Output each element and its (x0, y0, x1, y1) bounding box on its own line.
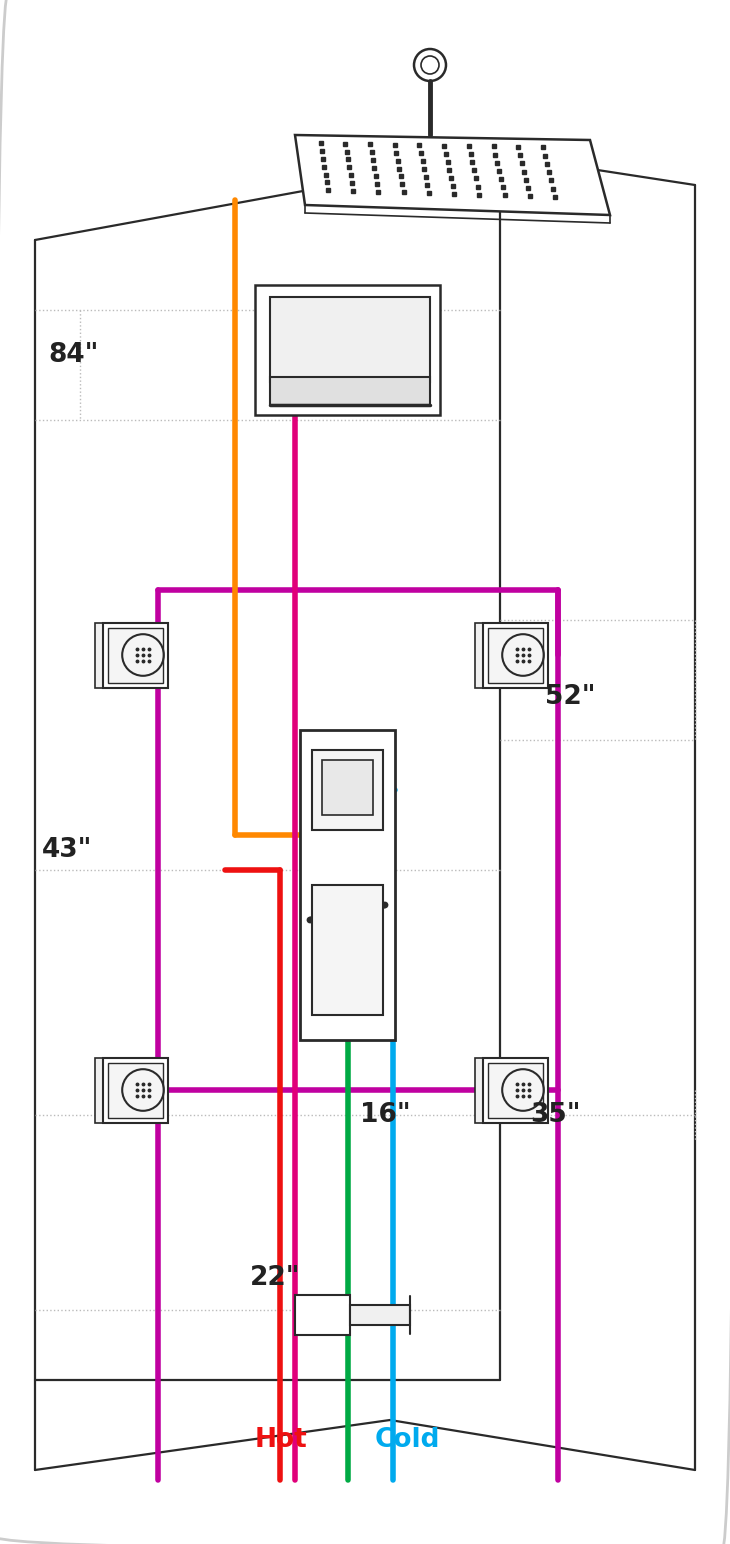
Circle shape (505, 1072, 541, 1109)
Bar (255, 286, 440, 415)
Text: 43": 43" (42, 837, 93, 863)
Text: 84": 84" (48, 343, 99, 367)
Circle shape (125, 1072, 161, 1109)
Bar (95, 622, 103, 689)
Text: Hot: Hot (255, 1427, 308, 1453)
Bar (295, 1295, 350, 1336)
Bar (300, 730, 395, 1041)
Polygon shape (295, 134, 610, 215)
Bar (108, 1062, 163, 1118)
Bar (483, 622, 548, 689)
Bar (488, 628, 543, 682)
Circle shape (125, 636, 161, 673)
Text: 16": 16" (360, 1102, 410, 1129)
Bar (103, 1058, 168, 1122)
Bar (270, 296, 430, 381)
Bar (322, 760, 373, 815)
Text: 52": 52" (545, 684, 596, 710)
Bar (270, 377, 430, 405)
Bar (483, 1058, 548, 1122)
Bar (312, 885, 383, 1014)
Bar (103, 622, 168, 689)
Circle shape (505, 636, 541, 673)
Bar (475, 622, 483, 689)
Bar (312, 750, 383, 831)
Bar (350, 1305, 410, 1325)
Text: 35": 35" (530, 1102, 580, 1129)
Bar (475, 1058, 483, 1122)
Text: 22": 22" (250, 1265, 301, 1291)
Bar (95, 1058, 103, 1122)
Bar (108, 628, 163, 682)
Bar (488, 1062, 543, 1118)
Text: Cold: Cold (375, 1427, 440, 1453)
